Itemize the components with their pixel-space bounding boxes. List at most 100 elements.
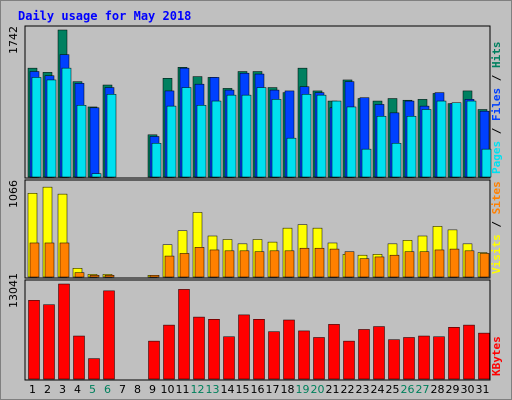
panel-visits-sites: 1066 Visits / Sites [7, 179, 503, 279]
x-tick-label-3: 3 [59, 383, 66, 396]
bar-sites-day-23 [359, 258, 370, 278]
bar-kbytes-day-26 [403, 337, 415, 380]
legend-separator: / [490, 121, 503, 141]
x-tick-label-2: 2 [44, 383, 51, 396]
panel-visits-sites-legend: Visits / Sites [490, 181, 503, 274]
bar-pages-day-6 [106, 94, 117, 178]
bar-sites-day-3 [59, 242, 70, 278]
x-tick-label-8: 8 [134, 383, 141, 396]
bar-pages-day-4 [76, 105, 87, 178]
bar-pages-day-18 [286, 137, 297, 178]
bar-pages-day-21 [331, 100, 342, 178]
bar-sites-day-12 [194, 247, 205, 278]
bar-sites-day-10 [164, 255, 175, 278]
bar-pages-day-22 [346, 106, 357, 178]
bar-sites-day-9 [149, 275, 160, 278]
panel-hits-files-pages: 1742 Pages / Files / Hits [7, 25, 503, 179]
bar-kbytes-day-14 [223, 336, 235, 380]
chart-panels: 1742 Pages / Files / Hits 1066 Visits / Sit… [7, 25, 503, 381]
bar-sites-day-21 [329, 248, 340, 278]
bar-pages-day-13 [211, 100, 222, 178]
bar-kbytes-day-31 [478, 332, 490, 380]
bar-files-day-5 [89, 107, 100, 178]
bar-sites-day-1 [29, 242, 40, 278]
bar-kbytes-day-28 [433, 336, 445, 380]
bar-sites-day-11 [179, 253, 190, 278]
bar-sites-day-5 [89, 275, 100, 278]
bar-kbytes-day-21 [328, 324, 340, 380]
x-tick-label-18: 18 [281, 383, 295, 396]
bar-pages-day-11 [181, 87, 192, 178]
bar-sites-day-22 [344, 251, 355, 278]
legend-sites: Sites [490, 181, 503, 214]
bar-kbytes-day-24 [373, 326, 385, 380]
bar-kbytes-day-27 [418, 335, 430, 380]
bar-sites-day-25 [389, 254, 400, 278]
panel-kbytes-max-label: 13041 [7, 273, 20, 308]
bar-kbytes-day-11 [178, 289, 190, 380]
bar-pages-day-25 [391, 142, 402, 178]
panel-hits-files-pages-max-label: 1742 [7, 26, 20, 54]
bar-pages-day-20 [316, 94, 327, 178]
x-tick-label-26: 26 [401, 383, 415, 396]
bar-sites-day-18 [284, 250, 295, 278]
bar-kbytes-day-3 [58, 283, 70, 380]
bar-kbytes-day-16 [253, 319, 265, 380]
bar-pages-day-31 [481, 148, 492, 178]
x-tick-label-15: 15 [236, 383, 250, 396]
bar-sites-day-26 [404, 251, 415, 278]
bar-sites-day-29 [449, 248, 460, 278]
x-tick-label-10: 10 [161, 383, 175, 396]
bar-kbytes-day-12 [193, 316, 205, 380]
bar-kbytes-day-22 [343, 340, 355, 380]
bar-pages-day-14 [226, 94, 237, 178]
panel-kbytes: 13041 KBytes [7, 273, 503, 381]
bar-kbytes-day-1 [28, 300, 40, 380]
bar-sites-day-2 [44, 242, 55, 278]
x-tick-label-19: 19 [296, 383, 310, 396]
x-tick-label-1: 1 [29, 383, 36, 396]
bar-pages-day-9 [151, 142, 162, 178]
bar-pages-day-16 [256, 87, 267, 178]
x-tick-label-17: 17 [266, 383, 280, 396]
bar-pages-day-17 [271, 99, 282, 178]
bar-kbytes-day-13 [208, 319, 220, 380]
bar-sites-day-14 [224, 250, 235, 278]
bar-pages-day-24 [376, 115, 387, 178]
legend-files: Files [490, 88, 503, 121]
panel-visits-sites-max-label: 1066 [7, 180, 20, 208]
panel-kbytes-legend: KBytes [490, 336, 503, 376]
bar-kbytes-day-20 [313, 337, 325, 380]
bar-kbytes-day-15 [238, 314, 250, 380]
bar-kbytes-day-17 [268, 331, 280, 380]
bar-sites-day-4 [74, 272, 85, 278]
bar-kbytes-day-4 [73, 335, 85, 380]
x-tick-label-22: 22 [341, 383, 355, 396]
x-axis-tick-labels: 1 2 3 4 5 6 7 8 9 10 11 12 13 14 15 16 17 18 19 20 21 22 23 24 2… [29, 383, 490, 396]
bar-kbytes-day-9 [148, 340, 160, 380]
bar-pages-day-27 [421, 109, 432, 178]
bar-pages-day-10 [166, 105, 177, 178]
bar-sites-day-28 [434, 249, 445, 278]
bar-pages-day-28 [436, 100, 447, 178]
x-tick-label-16: 16 [251, 383, 265, 396]
bar-sites-day-30 [464, 250, 475, 278]
x-tick-label-31: 31 [476, 383, 490, 396]
bar-sites-day-31 [479, 253, 490, 278]
x-tick-label-25: 25 [386, 383, 400, 396]
x-tick-label-20: 20 [311, 383, 325, 396]
x-tick-label-14: 14 [221, 383, 235, 396]
x-tick-label-27: 27 [416, 383, 430, 396]
bar-pages-day-26 [406, 115, 417, 178]
x-tick-label-23: 23 [356, 383, 370, 396]
x-tick-label-24: 24 [371, 383, 385, 396]
x-tick-label-5: 5 [89, 383, 96, 396]
x-tick-label-28: 28 [431, 383, 445, 396]
bar-sites-day-15 [239, 250, 250, 278]
bar-pages-day-2 [46, 79, 57, 178]
bar-kbytes-day-18 [283, 319, 295, 380]
x-tick-label-13: 13 [206, 383, 220, 396]
legend-separator: / [490, 68, 503, 88]
x-tick-label-30: 30 [461, 383, 475, 396]
bar-pages-day-5 [91, 173, 102, 178]
